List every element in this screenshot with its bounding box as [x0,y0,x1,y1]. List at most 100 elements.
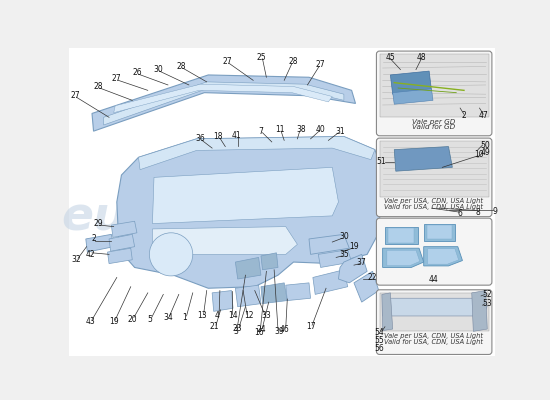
Text: 47: 47 [478,111,488,120]
Text: 16: 16 [254,328,263,338]
Text: eurospare: eurospare [62,195,332,240]
FancyBboxPatch shape [376,218,492,285]
Text: 14: 14 [228,312,238,320]
Text: 50: 50 [481,140,491,150]
Text: 7: 7 [258,127,263,136]
FancyBboxPatch shape [376,290,492,354]
Text: 53: 53 [482,299,492,308]
FancyBboxPatch shape [379,141,489,197]
Polygon shape [103,82,344,125]
Polygon shape [152,167,338,224]
Text: 36: 36 [196,134,205,143]
Text: 8: 8 [476,208,480,216]
Text: 20: 20 [128,314,137,324]
Text: 44: 44 [429,274,439,284]
Text: 42: 42 [86,250,95,259]
Polygon shape [420,165,439,190]
Text: 27: 27 [223,57,233,66]
Polygon shape [416,160,444,196]
Text: Vale per GD: Vale per GD [412,119,455,125]
Polygon shape [387,250,420,266]
Text: a passion for performance: a passion for performance [123,244,324,260]
Polygon shape [394,146,452,171]
Polygon shape [427,249,459,264]
Circle shape [150,233,192,276]
Text: 39: 39 [274,327,284,336]
Text: 23: 23 [233,324,243,333]
Text: 45: 45 [386,53,395,62]
FancyBboxPatch shape [379,54,489,117]
Text: 41: 41 [232,130,241,140]
Text: Vale per USA, CDN, USA Light: Vale per USA, CDN, USA Light [384,198,483,204]
Polygon shape [235,258,261,279]
Text: 28: 28 [289,57,298,66]
Text: 12: 12 [244,312,254,320]
Polygon shape [212,290,233,311]
Text: 18: 18 [213,132,223,141]
Polygon shape [390,71,431,94]
Polygon shape [261,253,278,270]
Text: 2: 2 [461,111,466,120]
Polygon shape [424,224,455,240]
Polygon shape [354,271,379,302]
Text: 27: 27 [70,91,80,100]
Text: 3: 3 [233,327,238,336]
Text: 9: 9 [493,207,497,216]
Text: 28: 28 [94,82,103,91]
Text: Valid for GD: Valid for GD [412,124,455,130]
Text: 49: 49 [481,148,491,157]
Polygon shape [383,298,487,316]
Text: 4: 4 [215,312,220,320]
Polygon shape [86,234,114,252]
Text: 27: 27 [112,74,122,83]
Polygon shape [152,227,298,254]
Text: 21: 21 [210,322,219,331]
Polygon shape [114,84,332,113]
Text: 22: 22 [368,273,377,282]
Text: 19: 19 [349,242,359,251]
Text: 30: 30 [339,232,349,241]
Text: 10: 10 [475,150,485,159]
Polygon shape [117,136,383,288]
Text: 1: 1 [183,313,188,322]
Polygon shape [383,248,424,268]
Text: Valid for USA, CDN, USA Light: Valid for USA, CDN, USA Light [384,339,483,345]
Polygon shape [139,136,375,170]
Polygon shape [309,234,349,254]
Polygon shape [261,283,287,304]
Text: 24: 24 [256,324,266,334]
Text: Vale per USA, CDN, USA Light: Vale per USA, CDN, USA Light [384,333,483,339]
Text: 32: 32 [72,255,81,264]
Polygon shape [235,285,261,307]
Text: 17: 17 [306,322,315,331]
Text: 40: 40 [316,125,326,134]
Text: 46: 46 [279,324,289,334]
Polygon shape [388,228,414,242]
FancyBboxPatch shape [69,48,495,356]
Polygon shape [472,290,487,331]
Polygon shape [107,248,133,264]
Text: 2: 2 [91,234,96,244]
FancyBboxPatch shape [376,51,492,136]
Text: 19: 19 [109,317,118,326]
Text: 29: 29 [94,219,103,228]
Text: 35: 35 [339,250,349,259]
Text: 27: 27 [316,60,326,70]
Text: 26: 26 [132,68,142,77]
Text: 33: 33 [261,312,271,320]
Text: 43: 43 [86,317,95,326]
Text: 30: 30 [153,65,163,74]
Polygon shape [434,202,444,216]
Polygon shape [444,204,453,216]
Text: 55: 55 [374,336,384,345]
Text: 11: 11 [275,125,284,134]
Text: Valid for USA, CDN, USA Light: Valid for USA, CDN, USA Light [384,204,483,210]
FancyBboxPatch shape [379,293,489,331]
Polygon shape [111,221,137,238]
Polygon shape [338,254,367,283]
Polygon shape [382,293,393,330]
Text: 28: 28 [177,62,186,71]
Polygon shape [424,200,434,214]
Text: 34: 34 [163,313,173,322]
Polygon shape [92,75,355,131]
